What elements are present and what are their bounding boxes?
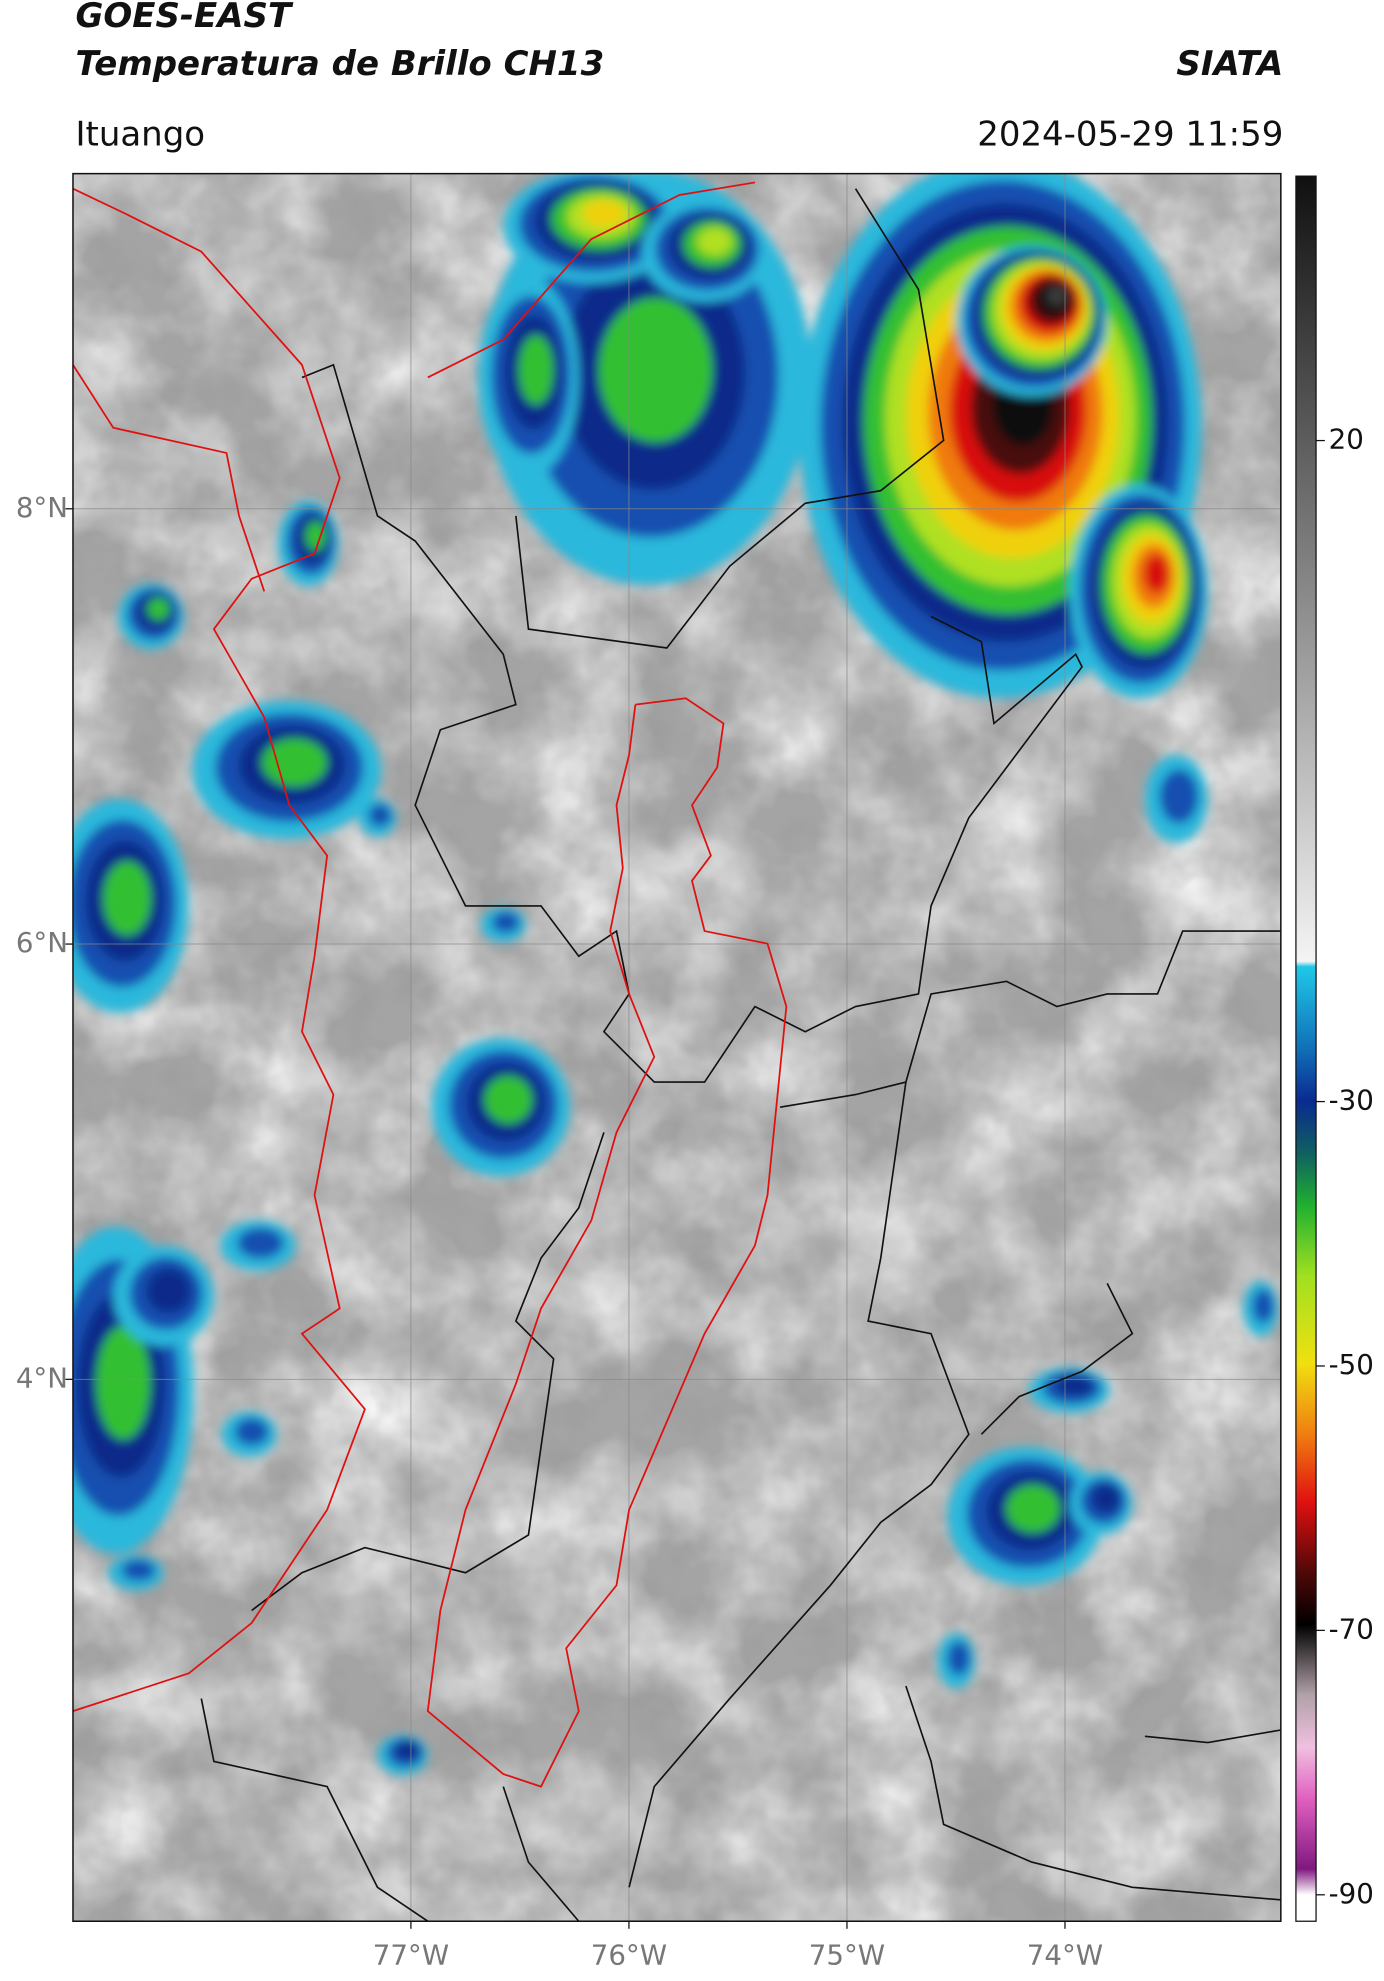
- cloud-cell: [261, 738, 328, 787]
- colorbar-tick-label: -70: [1329, 1612, 1374, 1645]
- organization: SIATA: [1176, 44, 1283, 84]
- convective-cells: [72, 173, 1279, 1776]
- colorbar: [1295, 175, 1317, 1922]
- colorbar-tick-label: -50: [1329, 1348, 1374, 1381]
- border: [905, 1685, 1281, 1901]
- border: [515, 188, 945, 649]
- datetime: 2024-05-29 11:59: [977, 114, 1283, 154]
- y-tick-label: 8°N: [16, 491, 68, 524]
- colorbar-ticks: 20 -30 -50 -70 -90: [1316, 423, 1374, 1910]
- cloud-cell: [1252, 1288, 1275, 1324]
- border: [200, 1698, 429, 1922]
- coastline: [427, 181, 756, 379]
- cloud-cell: [237, 1227, 284, 1259]
- x-tick-label: 77°W: [373, 1938, 449, 1971]
- cloud-cell: [1143, 553, 1170, 594]
- map-area: [72, 173, 1281, 1922]
- colorbar-tick-label: -90: [1329, 1877, 1374, 1910]
- basin-outline: [426, 697, 788, 1788]
- cloud-cell: [518, 334, 554, 405]
- cloud-cell: [121, 1559, 156, 1582]
- cloud-cell: [147, 597, 170, 621]
- cloud-cell: [396, 1741, 419, 1760]
- cloud-cell: [96, 1325, 151, 1440]
- borders: [200, 188, 1281, 1922]
- border: [1144, 1729, 1281, 1744]
- cloud-cell: [234, 1417, 269, 1446]
- cloud-cell: [696, 227, 733, 256]
- cloud-cell: [491, 911, 520, 934]
- border: [251, 1132, 605, 1612]
- coastline: [72, 364, 266, 592]
- border: [980, 1282, 1134, 1435]
- grid: [72, 173, 1281, 1922]
- cloud-cell: [305, 521, 327, 551]
- coastline: [72, 187, 366, 1712]
- border: [502, 1786, 580, 1922]
- border: [628, 1081, 970, 1888]
- location: Ituango: [75, 114, 205, 154]
- cloud-cell: [582, 200, 626, 228]
- cloud-cell: [1046, 285, 1068, 307]
- cloud-cell: [1056, 1375, 1093, 1396]
- cloud-cell: [368, 803, 392, 827]
- cloud-cell: [146, 1268, 191, 1314]
- colorbar-tick-label: 20: [1329, 423, 1364, 456]
- cloud-cell: [1159, 769, 1199, 824]
- border: [301, 363, 1083, 1083]
- cloud-cell: [103, 861, 152, 936]
- y-tick-label: 4°N: [16, 1361, 68, 1394]
- cloud-cell: [484, 1075, 533, 1124]
- subtitle: Temperatura de Brillo CH13: [75, 44, 604, 84]
- cloud-cell: [1091, 1484, 1120, 1513]
- x-tick-label: 75°W: [809, 1938, 885, 1971]
- x-tick-label: 76°W: [591, 1938, 667, 1971]
- colorbar-tick-label: -30: [1329, 1084, 1374, 1117]
- map-frame: [72, 172, 1282, 1922]
- red-outlines: [72, 181, 788, 1788]
- title: GOES-EAST: [75, 0, 293, 36]
- cloud-cell: [947, 1641, 971, 1676]
- y-tick-label: 6°N: [16, 926, 68, 959]
- cloud-cell: [598, 297, 713, 443]
- border: [779, 930, 1281, 1109]
- x-tick-label: 74°W: [1027, 1938, 1103, 1971]
- cloud-cell: [1005, 1484, 1061, 1533]
